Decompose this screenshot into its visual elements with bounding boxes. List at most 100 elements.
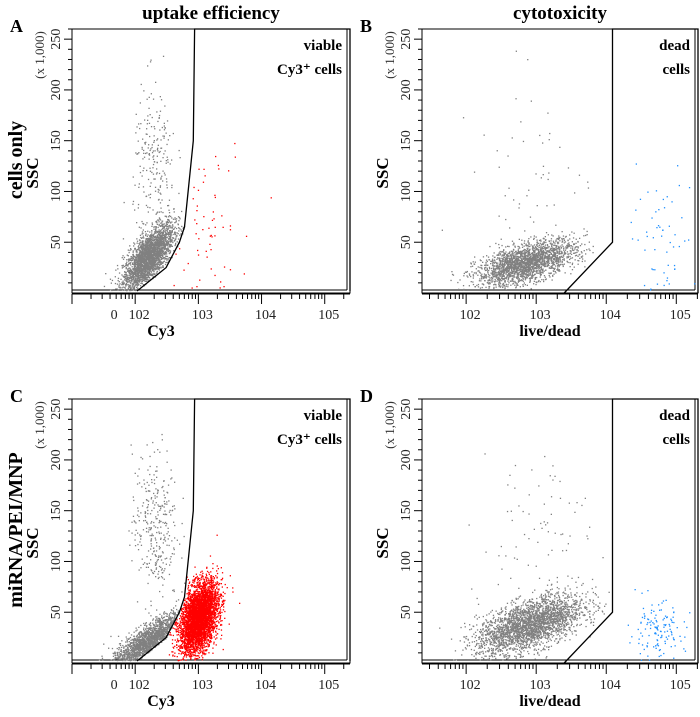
event-point-gray [150, 247, 152, 249]
event-point-gray [569, 255, 571, 258]
event-point-gray [465, 271, 468, 273]
event-point-gray [121, 265, 123, 267]
event-point-gray [531, 253, 534, 255]
event-point-gray [135, 270, 137, 272]
event-point-gray [526, 265, 528, 267]
event-point-gray [138, 266, 140, 269]
event-point-gray [137, 264, 139, 266]
event-point-gray [509, 265, 512, 267]
event-point-gray [133, 263, 135, 266]
event-point-gray [499, 252, 501, 254]
event-point-gray [586, 230, 588, 233]
event-point-gray [502, 266, 504, 268]
event-point-gray [592, 245, 594, 248]
event-point-gray [129, 258, 131, 260]
event-point-gray [513, 268, 515, 271]
event-point-gray [141, 231, 144, 233]
event-point-gray [481, 268, 483, 270]
event-point-gray [484, 276, 486, 278]
event-point-gray [508, 282, 510, 284]
event-point-gray [142, 267, 145, 270]
event-point-gray [536, 255, 538, 257]
event-point-gray [161, 225, 163, 227]
event-point-gray [577, 263, 579, 265]
event-point-gray [134, 269, 136, 272]
event-point-gray [137, 263, 139, 265]
event-point-gray [158, 251, 160, 253]
event-point-gray [527, 270, 530, 272]
event-point-gray [136, 279, 138, 281]
event-point-gray [529, 280, 531, 282]
event-point-gray [158, 172, 161, 175]
event-point-gray [557, 246, 560, 249]
event-point-gray [507, 280, 509, 282]
event-point-gray [144, 143, 146, 145]
event-point-gray [503, 252, 506, 254]
event-point-gray [132, 251, 134, 253]
event-point-gray [138, 226, 140, 228]
event-point-gray [132, 272, 134, 275]
event-point-gray [530, 270, 532, 273]
event-point-gray [158, 245, 161, 247]
event-point-gray [128, 277, 131, 280]
event-point-gray [555, 252, 557, 254]
event-point-gray [516, 275, 519, 277]
event-point-gray [158, 189, 160, 191]
event-point-gray [498, 282, 501, 284]
event-point-gray [157, 237, 159, 239]
event-point-gray [523, 255, 525, 257]
event-point-gray [162, 258, 164, 260]
event-point-gray [142, 279, 144, 282]
event-point-gray [157, 230, 159, 233]
event-point-gray [517, 257, 519, 260]
event-point-red [223, 266, 226, 268]
event-point-gray [148, 245, 150, 247]
event-point-gray [160, 177, 162, 179]
event-point-gray [547, 261, 549, 263]
event-point-gray [152, 239, 154, 241]
event-point-gray [149, 274, 152, 276]
event-point-gray [581, 255, 584, 257]
event-point-gray [559, 253, 561, 255]
event-point-gray [526, 277, 528, 279]
event-point-gray [154, 254, 156, 256]
event-point-gray [513, 242, 515, 244]
event-point-gray [554, 242, 556, 244]
event-point-gray [156, 249, 158, 251]
event-point-gray [507, 274, 509, 276]
event-point-gray [162, 135, 164, 137]
event-point-gray [508, 252, 511, 254]
event-point-gray [160, 256, 162, 259]
event-point-gray [167, 258, 170, 260]
event-point-gray [161, 126, 163, 129]
event-point-gray [123, 281, 125, 284]
event-point-gray [519, 279, 521, 282]
event-point-gray [142, 275, 144, 277]
event-point-gray [152, 246, 154, 248]
event-point-gray [132, 268, 134, 270]
event-point-gray [503, 256, 505, 259]
event-point-gray [487, 256, 490, 258]
event-point-gray [524, 274, 527, 276]
event-point-gray [117, 268, 119, 270]
event-point-gray [530, 244, 532, 246]
event-point-gray [549, 252, 552, 254]
event-point-gray [182, 227, 185, 229]
event-point-gray [144, 243, 147, 245]
event-point-gray [506, 256, 509, 258]
event-point-gray [451, 273, 454, 276]
event-point-gray [156, 242, 158, 245]
event-point-gray [501, 275, 503, 277]
event-point-gray [538, 260, 541, 262]
event-point-gray [139, 262, 141, 264]
event-point-gray [142, 138, 144, 140]
event-point-gray [136, 277, 138, 279]
event-point-gray [164, 242, 166, 245]
event-point-gray [493, 265, 495, 267]
gate-label: viable [304, 38, 343, 54]
event-point-gray [151, 241, 153, 243]
event-point-gray [545, 241, 547, 244]
event-point-gray [148, 272, 151, 274]
event-point-gray [505, 246, 507, 248]
